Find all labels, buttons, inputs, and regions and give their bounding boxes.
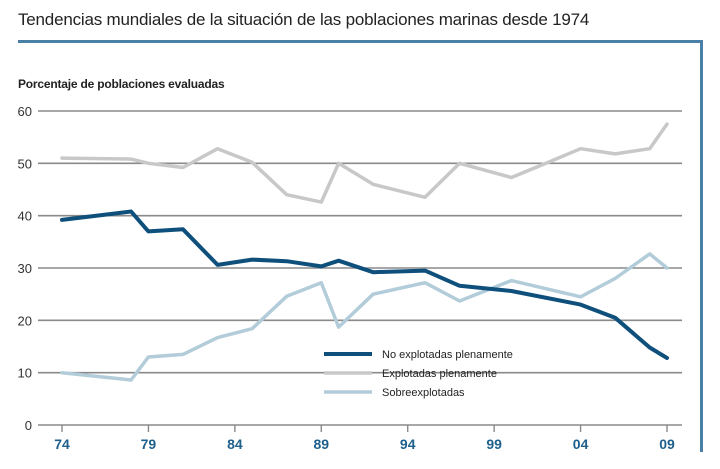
legend-label: Explotadas plenamente xyxy=(382,368,497,380)
x-tick-label: 89 xyxy=(313,436,329,452)
legend-label: No explotadas plenamente xyxy=(382,349,513,361)
chart-title: Tendencias mundiales de la situación de … xyxy=(18,10,590,29)
x-tick-label: 74 xyxy=(54,436,70,452)
y-tick-label: 60 xyxy=(18,104,32,119)
y-axis-label: Porcentaje de poblaciones evaluadas xyxy=(18,77,225,91)
x-tick-label: 99 xyxy=(486,436,502,452)
x-tick-label: 09 xyxy=(659,436,675,452)
y-tick-label: 30 xyxy=(18,261,32,276)
y-tick-label: 20 xyxy=(18,313,32,328)
x-tick-label: 04 xyxy=(573,436,589,452)
y-tick-label: 10 xyxy=(18,366,32,381)
x-axis: 74 79 84 89 94 99 04 09 xyxy=(54,425,675,452)
y-tick-labels: 0 10 20 30 40 50 60 xyxy=(18,104,32,433)
frame-border-right xyxy=(700,40,703,452)
series-line-1 xyxy=(60,209,669,360)
legend-label: Sobreexplotadas xyxy=(382,387,465,399)
series-line-2 xyxy=(60,122,669,204)
y-tick-label: 50 xyxy=(18,156,32,171)
series-line-3 xyxy=(60,252,669,382)
y-tick-label: 40 xyxy=(18,209,32,224)
legend: No explotadas plenamente Explotadas plena… xyxy=(324,349,513,399)
x-tick-label: 79 xyxy=(141,436,157,452)
x-tick-label: 84 xyxy=(227,436,243,452)
y-tick-label: 0 xyxy=(25,418,32,433)
x-tick-label: 94 xyxy=(400,436,416,452)
series-lines xyxy=(60,122,669,382)
frame-border-top xyxy=(18,40,703,43)
